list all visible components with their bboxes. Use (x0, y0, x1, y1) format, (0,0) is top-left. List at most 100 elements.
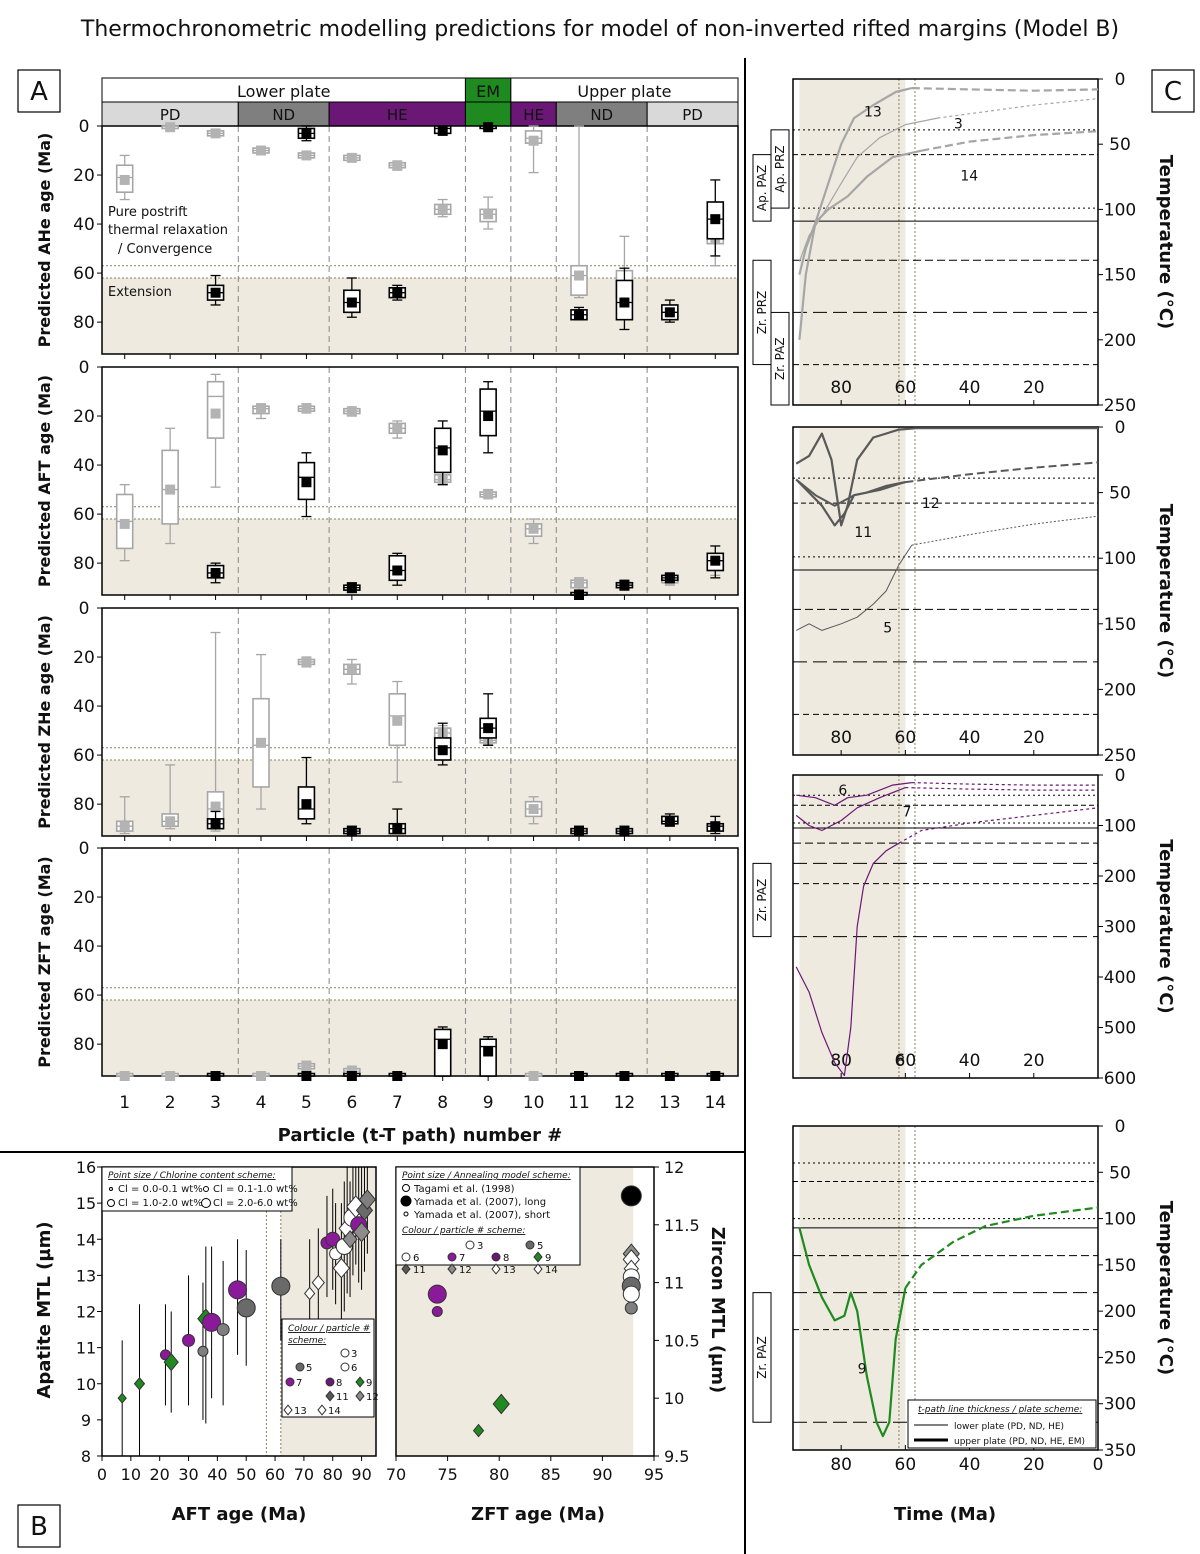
x-tick-label: 4 (256, 1093, 267, 1113)
data-point-circle (182, 1333, 196, 1347)
box-mean (210, 801, 221, 812)
legend-item: Cl = 2.0-6.0 wt% (213, 1198, 298, 1209)
y-tick-label: 500 (1104, 1019, 1136, 1039)
x-tick-label: 8 (437, 1093, 448, 1113)
y-axis-label: Predicted AHe age (Ma) (35, 133, 54, 348)
y-axis-label: Temperature (°C) (1155, 155, 1176, 329)
data-point-diamond (117, 1392, 127, 1404)
box-particle-14 (706, 545, 725, 579)
box-particle-12 (615, 579, 634, 591)
x-tick-label: 80 (830, 728, 852, 748)
y-tick-label: 10 (76, 1375, 96, 1394)
extension-band (799, 427, 906, 755)
legend-size-marker (400, 1195, 412, 1207)
x-tick-label: 75 (437, 1465, 457, 1484)
y-tick-label: 40 (73, 937, 95, 957)
y-tick-label: 0 (1115, 418, 1126, 438)
y-tick-label: 60 (73, 986, 95, 1006)
x-tick-label: 10 (523, 1093, 545, 1113)
box-particle-6 (343, 582, 361, 594)
legend-item: Cl = 1.0-2.0 wt% (118, 1198, 203, 1209)
box-particle-8 (433, 125, 452, 136)
tt-path-label: 9 (858, 1362, 867, 1378)
box-mean (710, 214, 721, 225)
y-tick-label: 40 (73, 456, 95, 476)
x-tick-label: 20 (1023, 1455, 1045, 1475)
tt-path-label: 3 (954, 116, 963, 132)
y-tick-label: 0 (79, 117, 90, 137)
data-point-diamond (352, 1221, 371, 1243)
y-tick-label: 0 (1115, 766, 1126, 786)
data-point-diamond (491, 1263, 501, 1275)
box-particle-5 (297, 150, 316, 161)
box-mean (437, 204, 448, 215)
panel-label-text: A (30, 77, 48, 107)
zone-header-label: PD (160, 106, 181, 124)
box-particle-5 (297, 452, 316, 518)
box-mean (165, 1071, 176, 1081)
data-point-circle (285, 1377, 295, 1387)
y-axis-label: Predicted ZFT age (Ma) (35, 856, 54, 1067)
box-mean (165, 816, 176, 827)
box-mean (664, 816, 675, 827)
data-point-circle (525, 1240, 535, 1250)
y-axis-label: Temperature (°C) (1155, 1201, 1176, 1375)
extension-band (102, 760, 738, 836)
data-point-circle (202, 1312, 222, 1332)
box-mean (437, 445, 448, 456)
scheme-item: 11 (336, 1392, 349, 1403)
box-particle-7 (388, 160, 407, 171)
y-axis-label: Temperature (°C) (1155, 839, 1176, 1013)
x-tick-label: 20 (1023, 728, 1045, 748)
scheme-item: 7 (459, 1253, 465, 1264)
box-mean (619, 580, 630, 591)
box-particle-3 (206, 128, 225, 139)
y-tick-label: 13 (76, 1266, 96, 1285)
box-mean (619, 826, 630, 837)
data-point-circle (620, 1185, 642, 1207)
subplot-frame (101, 125, 739, 355)
box-mean (119, 518, 130, 529)
y-tick-label: 20 (73, 648, 95, 668)
plate-header (510, 77, 739, 103)
plate-header-label: Lower plate (237, 82, 331, 101)
data-point-circle (228, 1280, 248, 1300)
y-tick-label: 14 (76, 1230, 96, 1249)
age-subplot: 0 20 40 60 80 Predicted ZFT age (Ma) (35, 839, 739, 1081)
tt-subplot: 0 50 100 150 200 250 80 60 40 20 Temperature (°C) A… (752, 70, 1176, 416)
box-particle-3 (206, 631, 225, 832)
tt-path (796, 782, 912, 806)
x-axis-label: AFT age (Ma) (172, 1504, 307, 1525)
box-particle-5 (297, 656, 316, 668)
box-mean (574, 826, 584, 837)
box-particle-6 (343, 1071, 361, 1081)
box-mean (165, 122, 176, 133)
y-tick-label: 350 (1104, 1441, 1136, 1461)
extension-band (102, 278, 738, 354)
legend-pure: Pure postrift (108, 205, 188, 220)
tt-path (921, 130, 1099, 152)
data-point-diamond (317, 1404, 327, 1416)
box-particle-1 (115, 484, 134, 562)
zone-bracket (752, 1292, 772, 1423)
x-tick-label: 40 (959, 728, 981, 748)
box-particle-4 (252, 653, 270, 810)
data-point-circle (465, 1240, 475, 1250)
y-tick-label: 200 (1104, 867, 1136, 887)
box-particle-14 (706, 179, 725, 257)
box-mean (528, 523, 539, 534)
y-axis-label: Apatite MTL (µm) (34, 1221, 55, 1398)
box-mean (710, 555, 721, 566)
box-mean (483, 489, 494, 500)
box-particle-8 (433, 198, 452, 218)
panel-label-box (17, 69, 61, 113)
x-tick-label: 1 (119, 1093, 130, 1113)
x-tick-label: 80 (489, 1465, 509, 1484)
scheme-item: 12 (366, 1392, 379, 1403)
box-particle-4 (252, 1071, 270, 1081)
data-point-diamond (355, 1376, 365, 1388)
box-particle-12 (615, 1071, 634, 1081)
box-particle-11 (570, 577, 588, 591)
